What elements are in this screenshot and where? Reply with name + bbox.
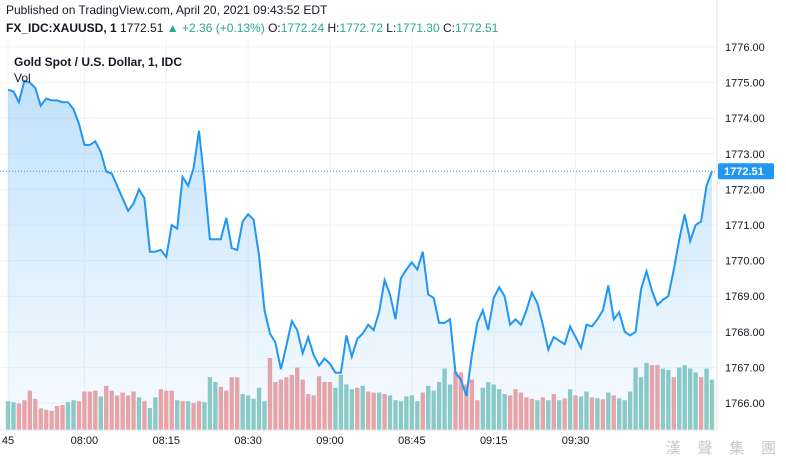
price-change: +2.36 (+0.13%) — [182, 21, 265, 35]
x-tick-label: 08:45 — [398, 435, 426, 447]
x-tick-label: 08:00 — [71, 435, 99, 447]
price-tag-box — [718, 163, 774, 180]
y-tick-label: 1772.00 — [725, 184, 765, 196]
price-tag-label: 1772.51 — [724, 166, 764, 178]
y-tick-label: 1770.00 — [725, 256, 765, 268]
legend-title: Gold Spot / U.S. Dollar, 1, IDC — [14, 55, 183, 69]
published-note: Published on TradingView.com, April 20, … — [6, 3, 328, 17]
y-tick-label: 1771.00 — [725, 220, 765, 232]
price-line — [7, 79, 713, 397]
x-tick-label: 09:30 — [562, 435, 590, 447]
symbol: FX_IDC:XAUUSD, 1 — [6, 21, 117, 35]
last-price-tag: 1772.51 — [718, 163, 774, 180]
x-tick-label: 45 — [2, 435, 14, 447]
price-area-fill — [8, 80, 712, 431]
y-tick-label: 1769.00 — [725, 291, 765, 303]
ticker-line: FX_IDC:XAUUSD, 1 1772.51 ▲ +2.36 (+0.13%… — [6, 21, 498, 35]
x-tick-label: 08:15 — [152, 435, 180, 447]
last-price: 1772.51 — [120, 21, 164, 35]
y-tick-label: 1774.00 — [725, 113, 765, 125]
low-label: L: — [386, 21, 397, 35]
x-tick-label: 08:30 — [234, 435, 262, 447]
y-tick-label: 1776.00 — [725, 42, 765, 54]
y-tick-label: 1767.00 — [725, 362, 765, 374]
open-label: O: — [268, 21, 281, 35]
open-value: 1772.24 — [280, 21, 325, 35]
change-arrow-icon: ▲ — [166, 21, 179, 35]
high-value: 1772.72 — [339, 21, 383, 35]
watermark-logo: 漢 聲 集 團 — [665, 439, 782, 457]
legend-volume-label: Vol — [14, 71, 31, 85]
time-axis[interactable]: 45 08:00 08:15 08:30 09:00 08:45 09:15 09:30 — [2, 435, 589, 447]
y-tick-label: 1766.00 — [725, 398, 765, 410]
close-label: C: — [442, 21, 455, 35]
x-tick-label: 09:00 — [316, 435, 344, 447]
x-tick-label: 09:15 — [480, 435, 508, 447]
price-axis[interactable]: 1766.00 1767.00 1768.00 1769.00 1770.00 1771.… — [725, 42, 765, 410]
y-tick-label: 1775.00 — [725, 78, 765, 90]
high-label: H: — [327, 21, 340, 35]
y-tick-label: 1773.00 — [725, 149, 765, 161]
y-tick-label: 1768.00 — [725, 327, 765, 339]
close-value: 1772.51 — [454, 21, 499, 35]
low-value: 1771.30 — [396, 21, 440, 35]
